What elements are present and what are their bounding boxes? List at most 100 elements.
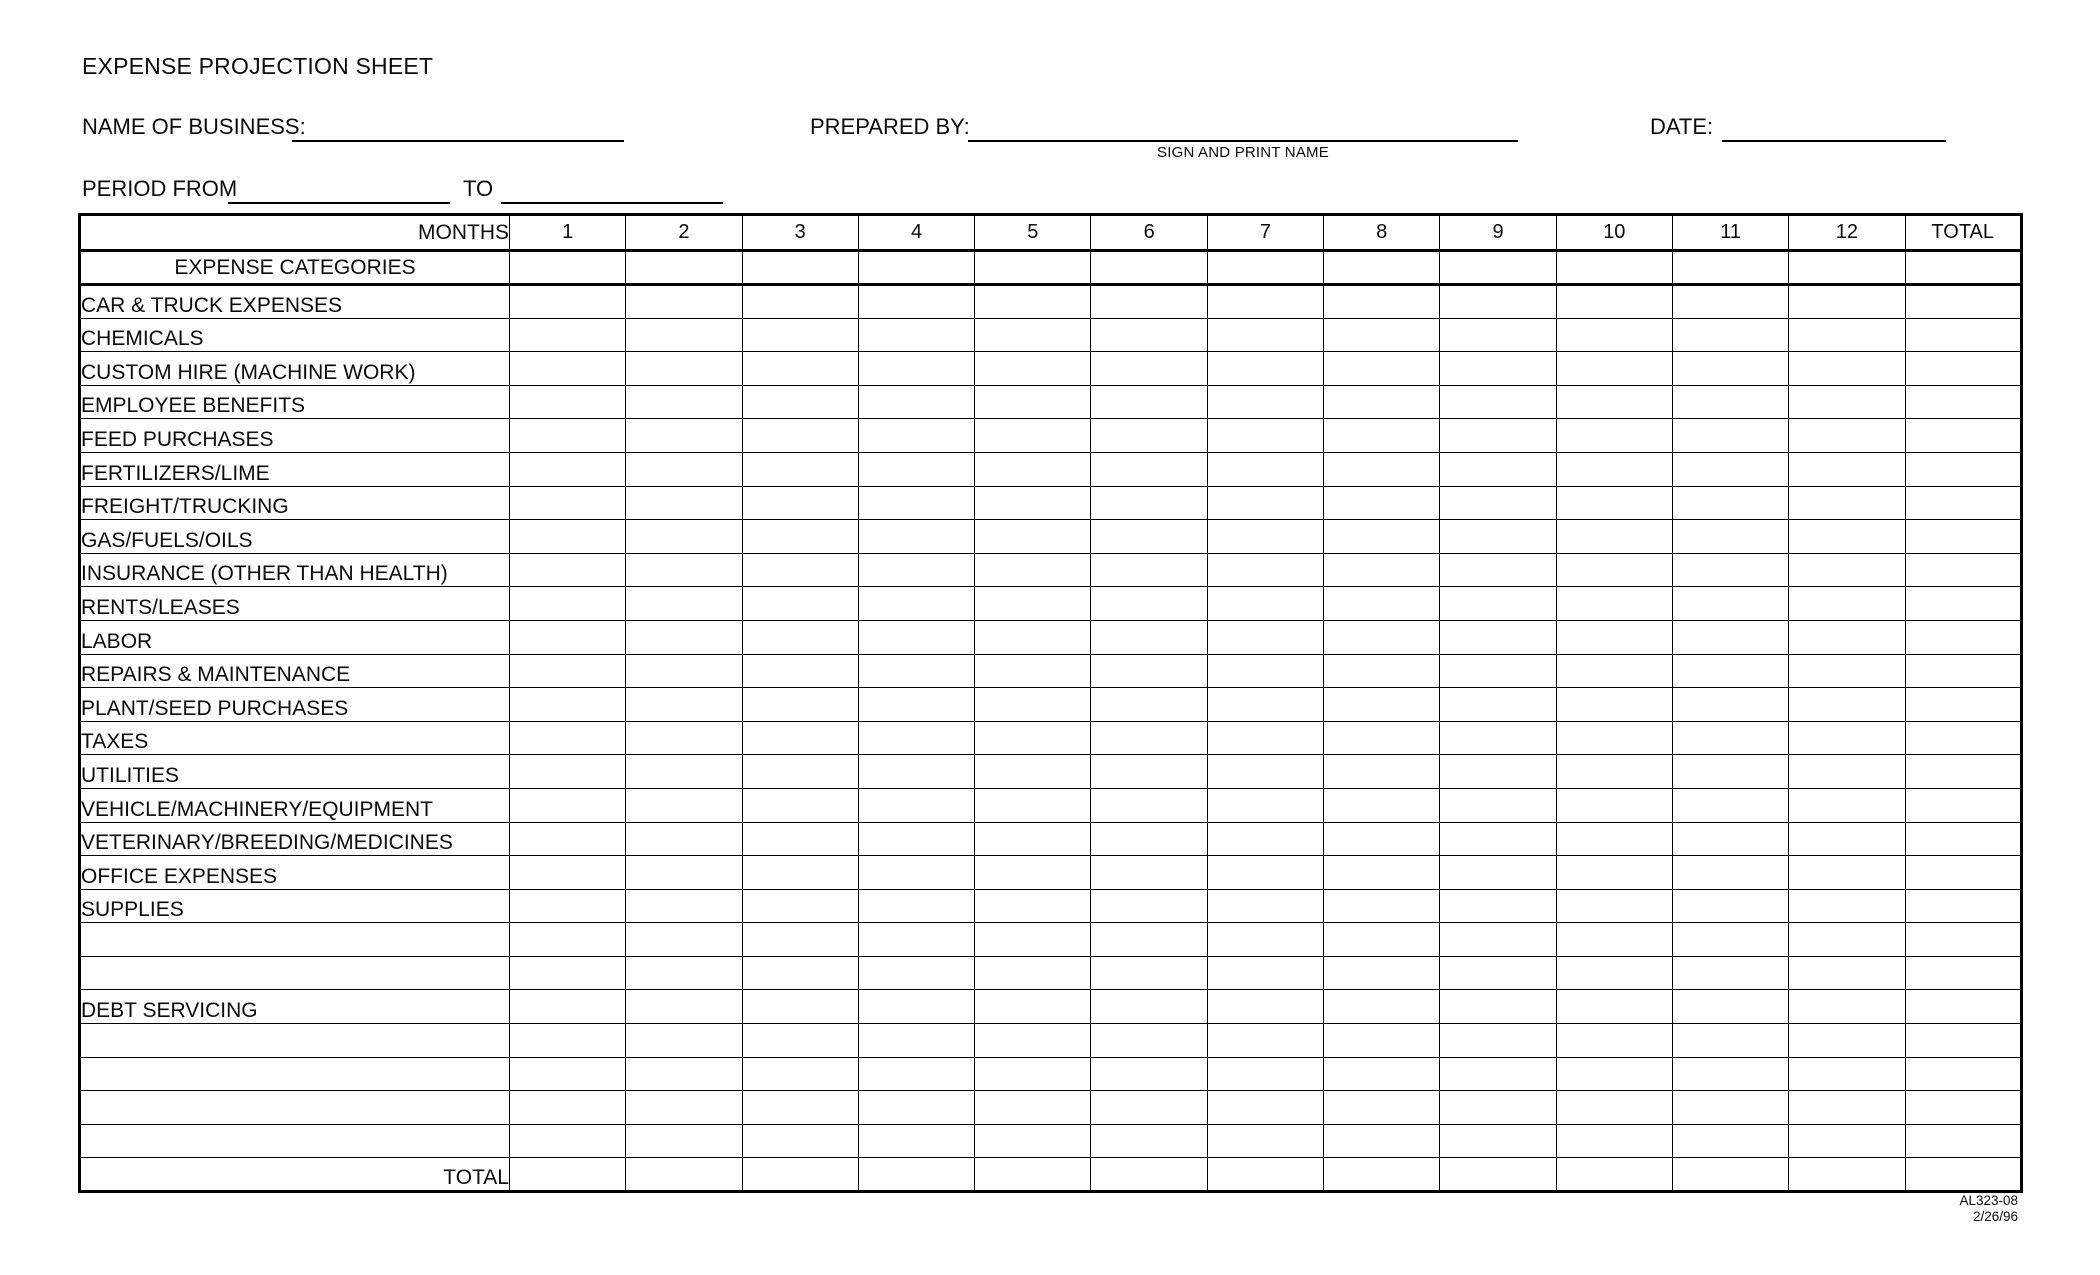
- amount-cell[interactable]: [1090, 384, 1208, 420]
- amount-cell[interactable]: [741, 989, 859, 1025]
- amount-cell[interactable]: [625, 720, 743, 756]
- amount-cell[interactable]: [1323, 451, 1441, 487]
- amount-cell[interactable]: [1323, 821, 1441, 857]
- amount-cell[interactable]: [1090, 922, 1208, 957]
- amount-cell[interactable]: [1206, 451, 1325, 487]
- amount-cell[interactable]: [1555, 1023, 1673, 1058]
- amount-cell[interactable]: [1206, 955, 1325, 991]
- total-amount-cell[interactable]: [1090, 1157, 1208, 1193]
- amount-cell[interactable]: [1555, 519, 1673, 554]
- amount-cell[interactable]: [1671, 384, 1790, 420]
- amount-cell[interactable]: [1323, 1023, 1441, 1058]
- amount-cell[interactable]: [1788, 653, 1906, 689]
- amount-cell[interactable]: [1671, 1056, 1790, 1092]
- amount-cell[interactable]: [1439, 787, 1557, 823]
- amount-cell[interactable]: [1323, 888, 1441, 924]
- amount-cell[interactable]: [974, 720, 1092, 756]
- amount-cell[interactable]: [1323, 586, 1441, 621]
- amount-cell[interactable]: [625, 418, 743, 453]
- blank-label-cell[interactable]: [79, 1023, 510, 1058]
- amount-cell[interactable]: [1090, 888, 1208, 924]
- amount-cell[interactable]: [625, 485, 743, 521]
- amount-cell[interactable]: [1323, 1090, 1441, 1125]
- amount-cell[interactable]: [974, 1123, 1092, 1159]
- header-blank-cell[interactable]: [1555, 250, 1673, 286]
- amount-cell[interactable]: [1439, 552, 1557, 588]
- amount-cell[interactable]: [1090, 855, 1208, 890]
- date-blank[interactable]: [1722, 114, 1946, 142]
- total-amount-cell[interactable]: [1671, 1157, 1790, 1193]
- amount-cell[interactable]: [1439, 1123, 1557, 1159]
- amount-cell[interactable]: [1206, 855, 1325, 890]
- amount-cell[interactable]: [1788, 855, 1906, 890]
- amount-cell[interactable]: [1904, 1090, 2022, 1125]
- amount-cell[interactable]: [1206, 418, 1325, 453]
- amount-cell[interactable]: [1090, 1090, 1208, 1125]
- amount-cell[interactable]: [1206, 821, 1325, 857]
- amount-cell[interactable]: [1090, 451, 1208, 487]
- amount-cell[interactable]: [1788, 418, 1906, 453]
- amount-cell[interactable]: [1323, 653, 1441, 689]
- amount-cell[interactable]: [1439, 284, 1557, 319]
- amount-cell[interactable]: [625, 855, 743, 890]
- amount-cell[interactable]: [1904, 687, 2022, 722]
- amount-cell[interactable]: [508, 519, 627, 554]
- amount-cell[interactable]: [1323, 720, 1441, 756]
- amount-cell[interactable]: [1671, 418, 1790, 453]
- amount-cell[interactable]: [1090, 284, 1208, 319]
- amount-cell[interactable]: [1788, 1023, 1906, 1058]
- total-amount-cell[interactable]: [1323, 1157, 1441, 1193]
- amount-cell[interactable]: [974, 519, 1092, 554]
- amount-cell[interactable]: [1671, 653, 1790, 689]
- amount-cell[interactable]: [625, 821, 743, 857]
- amount-cell[interactable]: [625, 1090, 743, 1125]
- amount-cell[interactable]: [974, 955, 1092, 991]
- amount-cell[interactable]: [1555, 821, 1673, 857]
- amount-cell[interactable]: [1555, 1090, 1673, 1125]
- amount-cell[interactable]: [1090, 552, 1208, 588]
- amount-cell[interactable]: [1555, 586, 1673, 621]
- amount-cell[interactable]: [508, 284, 627, 319]
- amount-cell[interactable]: [1788, 1123, 1906, 1159]
- amount-cell[interactable]: [1555, 922, 1673, 957]
- amount-cell[interactable]: [625, 317, 743, 353]
- amount-cell[interactable]: [1671, 1123, 1790, 1159]
- amount-cell[interactable]: [508, 955, 627, 991]
- amount-cell[interactable]: [741, 552, 859, 588]
- amount-cell[interactable]: [1090, 519, 1208, 554]
- amount-cell[interactable]: [1555, 989, 1673, 1025]
- amount-cell[interactable]: [1671, 317, 1790, 353]
- amount-cell[interactable]: [1555, 754, 1673, 789]
- amount-cell[interactable]: [1671, 922, 1790, 957]
- amount-cell[interactable]: [741, 1023, 859, 1058]
- amount-cell[interactable]: [1439, 653, 1557, 689]
- amount-cell[interactable]: [1904, 1123, 2022, 1159]
- amount-cell[interactable]: [1206, 687, 1325, 722]
- amount-cell[interactable]: [625, 384, 743, 420]
- amount-cell[interactable]: [741, 418, 859, 453]
- amount-cell[interactable]: [974, 1056, 1092, 1092]
- amount-cell[interactable]: [1904, 418, 2022, 453]
- amount-cell[interactable]: [1206, 922, 1325, 957]
- amount-cell[interactable]: [508, 989, 627, 1025]
- amount-cell[interactable]: [1788, 955, 1906, 991]
- amount-cell[interactable]: [625, 787, 743, 823]
- blank-label-cell[interactable]: [79, 1090, 510, 1125]
- amount-cell[interactable]: [974, 855, 1092, 890]
- amount-cell[interactable]: [1439, 317, 1557, 353]
- amount-cell[interactable]: [1904, 284, 2022, 319]
- amount-cell[interactable]: [741, 754, 859, 789]
- amount-cell[interactable]: [1323, 418, 1441, 453]
- amount-cell[interactable]: [741, 619, 859, 655]
- amount-cell[interactable]: [857, 787, 976, 823]
- amount-cell[interactable]: [974, 687, 1092, 722]
- amount-cell[interactable]: [1904, 519, 2022, 554]
- amount-cell[interactable]: [974, 888, 1092, 924]
- blank-label-cell[interactable]: [79, 922, 510, 957]
- amount-cell[interactable]: [1206, 787, 1325, 823]
- header-blank-cell[interactable]: [1439, 250, 1557, 286]
- amount-cell[interactable]: [1439, 485, 1557, 521]
- total-amount-cell[interactable]: [857, 1157, 976, 1193]
- amount-cell[interactable]: [741, 720, 859, 756]
- header-blank-cell[interactable]: [1090, 250, 1208, 286]
